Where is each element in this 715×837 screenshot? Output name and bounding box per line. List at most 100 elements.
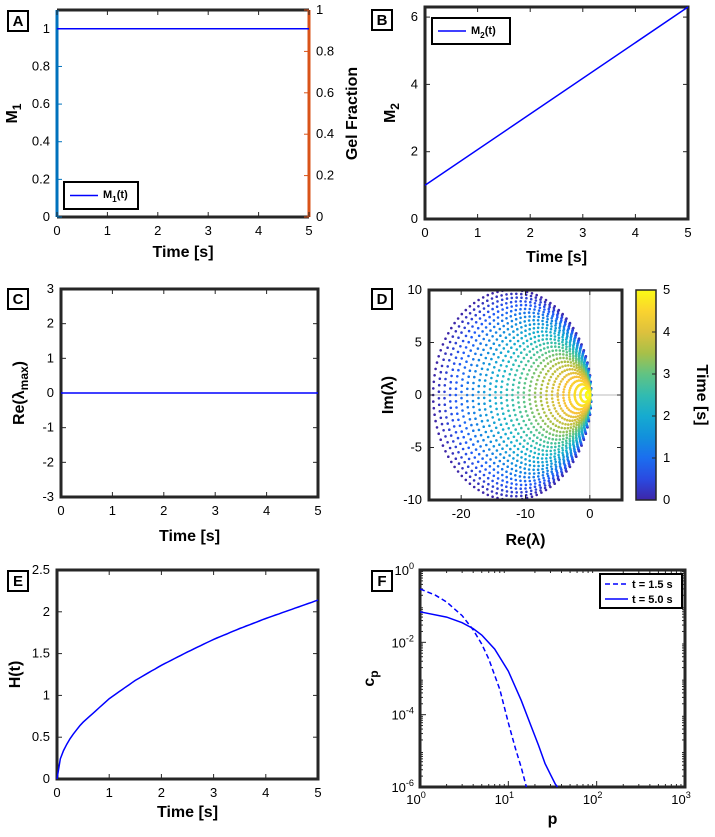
- panel-d-point: [510, 482, 513, 485]
- panel-d-point: [565, 340, 568, 344]
- panel-d-point: [551, 422, 555, 426]
- panel-d-point: [554, 363, 558, 366]
- panel-d-point: [541, 474, 545, 477]
- panel-a-legend-label: M1(t): [103, 189, 128, 204]
- panel-d-point: [556, 392, 559, 395]
- panel-d-point: [522, 356, 526, 360]
- panel-d-point: [568, 352, 572, 356]
- panel-d-point: [530, 365, 533, 368]
- panel-d-point: [502, 324, 506, 328]
- panel-d-point: [486, 493, 490, 497]
- panel-d-point: [518, 381, 521, 385]
- panel-d-point: [561, 416, 564, 420]
- panel-d-point: [563, 369, 566, 373]
- panel-d-point: [517, 386, 520, 389]
- panel-d-point: [464, 441, 468, 444]
- panel-f-xlabel: p: [548, 811, 558, 828]
- panel-d-point: [577, 429, 581, 432]
- panel-d-point: [533, 446, 537, 450]
- panel-d-point: [568, 357, 572, 361]
- panel-d-point: [487, 482, 490, 486]
- panel-d-point: [482, 307, 486, 310]
- panel-d-point: [491, 485, 495, 488]
- panel-a-xtick-label: 0: [53, 223, 60, 238]
- panel-d-point: [478, 378, 481, 382]
- panel-d-point: [547, 369, 550, 373]
- panel-d-point: [520, 296, 523, 300]
- panel-d-point: [569, 423, 573, 426]
- panel-d-point: [486, 435, 490, 439]
- panel-d-point: [563, 402, 567, 405]
- panel-d-point: [545, 457, 548, 460]
- panel-d-colorbar-label: 0: [663, 492, 670, 507]
- panel-d-point: [537, 422, 540, 426]
- panel-c-xtick-label: 1: [109, 503, 116, 518]
- panel-b-ytick-label: 4: [411, 76, 418, 91]
- panel-d-point: [483, 408, 487, 411]
- panel-d-point: [535, 493, 538, 497]
- panel-d-point: [510, 494, 513, 498]
- panel-d-point: [532, 318, 535, 322]
- panel-d-point: [507, 350, 510, 353]
- panel-d-point: [514, 373, 517, 377]
- panel-c-xtick-label: 5: [314, 503, 321, 518]
- panel-d-point: [473, 331, 477, 334]
- panel-d-point: [546, 382, 550, 386]
- panel-d-point: [505, 470, 508, 474]
- panel-d-point: [460, 474, 464, 478]
- panel-d-point: [571, 430, 575, 434]
- panel-d-point: [543, 482, 546, 485]
- panel-c-ytick-label: 1: [47, 350, 54, 365]
- panel-a-ytick-label: 1: [43, 21, 50, 36]
- panel-d-point: [520, 461, 523, 465]
- panel-d-point: [529, 300, 532, 304]
- panel-d-point: [551, 400, 555, 404]
- panel-d-point: [532, 425, 536, 429]
- panel-d-point: [551, 372, 555, 376]
- panel-d-point: [509, 431, 513, 435]
- panel-d-point: [524, 329, 527, 333]
- panel-d-point: [561, 370, 564, 374]
- panel-d-point: [484, 319, 487, 322]
- panel-d-point: [561, 453, 565, 457]
- panel-d-point: [505, 293, 508, 296]
- panel-d-point: [519, 483, 523, 487]
- panel-c-ylabel: Re(λmax): [11, 361, 31, 425]
- panel-d-point: [515, 292, 518, 296]
- panel-d-point: [472, 485, 476, 489]
- panel-d-point: [546, 425, 550, 428]
- panel-d-point: [568, 432, 572, 435]
- panel-d-point: [451, 335, 455, 338]
- panel-d-xtick-label: -20: [452, 506, 471, 521]
- panel-d-point: [568, 419, 572, 423]
- panel-d-point: [492, 468, 496, 471]
- panel-d-point: [497, 431, 500, 435]
- panel-b-xtick-label: 2: [527, 225, 534, 240]
- panel-d-point: [484, 326, 488, 329]
- panel-d-point: [523, 315, 527, 319]
- panel-d-point: [541, 338, 544, 341]
- panel-d-point: [571, 348, 575, 351]
- panel-d-point: [501, 479, 504, 482]
- panel-d-point: [568, 341, 572, 344]
- panel-d-point: [563, 321, 567, 324]
- panel-d-point: [517, 432, 520, 435]
- panel-d-point: [540, 330, 544, 333]
- panel-d-point: [537, 478, 541, 481]
- panel-d-point: [534, 419, 538, 422]
- panel-d-point: [475, 423, 479, 426]
- panel-d-point: [551, 433, 555, 437]
- panel-d-point: [579, 414, 582, 417]
- panel-d-point: [566, 380, 569, 384]
- panel-d-point: [470, 451, 473, 455]
- panel-d-point: [495, 295, 499, 299]
- panel-d-point: [520, 292, 523, 296]
- panel-a-ytick-label-right: 0.4: [316, 126, 334, 141]
- panel-c-ytick-label: -2: [42, 454, 54, 469]
- panel-d-point: [572, 371, 575, 375]
- panel-letter-d: D: [377, 291, 388, 308]
- panel-d-point: [564, 364, 567, 368]
- panel-d-point: [548, 481, 551, 485]
- panel-d-point: [505, 422, 508, 426]
- panel-d-point: [447, 455, 450, 459]
